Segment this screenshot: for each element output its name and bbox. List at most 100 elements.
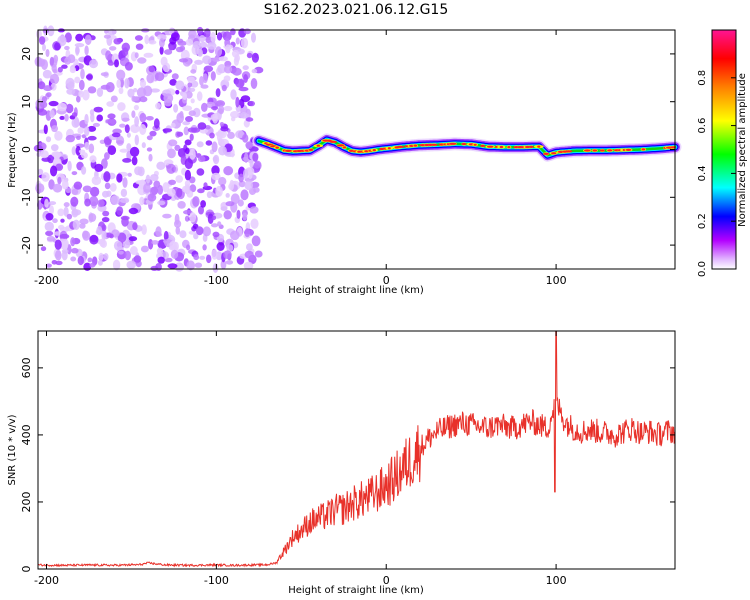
noise-blob <box>118 250 124 255</box>
noise-blob <box>175 226 181 235</box>
noise-blob <box>236 209 241 219</box>
noise-blob <box>179 58 189 63</box>
noise-blob <box>131 156 138 166</box>
noise-blob <box>64 56 71 65</box>
noise-blob <box>50 165 58 177</box>
noise-blob <box>63 206 69 217</box>
noise-blob <box>227 131 235 139</box>
noise-blob <box>61 179 69 190</box>
noise-blob <box>139 124 147 135</box>
noise-blob <box>89 186 100 197</box>
noise-blob <box>132 222 138 231</box>
noise-blob <box>55 163 64 171</box>
noise-blob <box>54 152 62 158</box>
noise-blob <box>243 261 254 270</box>
noise-blob <box>76 95 81 103</box>
noise-blob <box>199 76 204 86</box>
noise-blob <box>119 148 129 153</box>
noise-blob <box>46 235 56 242</box>
noise-blob <box>67 81 75 91</box>
noise-blob <box>110 195 120 205</box>
noise-blob <box>51 260 58 265</box>
noise-blob <box>141 142 146 149</box>
noise-blob <box>169 79 177 86</box>
noise-blob <box>111 132 121 138</box>
noise-blob <box>100 84 111 90</box>
noise-blob <box>193 254 200 261</box>
noise-blob <box>133 104 139 111</box>
snr-x-tick-label: 100 <box>546 574 567 587</box>
noise-blob <box>185 147 190 155</box>
noise-blob <box>184 180 191 188</box>
noise-blob <box>206 42 217 50</box>
noise-blob <box>143 85 153 97</box>
snr-x-axis: -200 -100 0 100 <box>34 331 567 587</box>
noise-blob <box>217 63 227 74</box>
noise-blob <box>202 55 212 65</box>
noise-blob <box>245 141 253 150</box>
noise-blob <box>134 52 139 59</box>
noise-blob <box>78 79 85 91</box>
noise-blob <box>235 96 240 108</box>
noise-blob <box>52 183 63 193</box>
noise-blob <box>47 25 55 37</box>
noise-blob <box>144 34 149 45</box>
noise-blob <box>70 256 77 262</box>
noise-blob <box>175 80 185 90</box>
noise-blob <box>87 125 97 132</box>
noise-blob <box>84 126 90 137</box>
noise-blob <box>143 183 151 194</box>
noise-blob <box>147 193 157 202</box>
noise-blob <box>145 116 154 121</box>
noise-blob <box>164 49 173 55</box>
noise-blob <box>202 73 208 84</box>
noise-blob <box>117 102 126 112</box>
noise-blob <box>71 171 78 176</box>
noise-blob <box>170 122 176 128</box>
noise-blob <box>246 52 253 59</box>
noise-blob <box>113 38 122 45</box>
snr-y-tick-label: 0 <box>20 566 33 573</box>
ridge-hotspot <box>641 148 646 151</box>
noise-blob <box>57 208 65 217</box>
noise-blob <box>210 71 216 81</box>
noise-blob <box>71 208 79 218</box>
noise-blob <box>120 188 128 198</box>
noise-blob <box>87 135 97 141</box>
noise-blob <box>185 91 193 99</box>
ridge-hotspot <box>316 144 320 147</box>
noise-blob <box>70 237 76 247</box>
ridge-hotspot <box>329 140 338 143</box>
noise-blob <box>109 233 114 239</box>
noise-blob <box>44 221 54 232</box>
noise-blob <box>55 260 63 266</box>
noise-blob <box>59 233 70 239</box>
noise-blob <box>196 26 204 35</box>
noise-blob <box>49 56 55 66</box>
noise-blob <box>119 123 126 128</box>
noise-blob <box>176 187 183 198</box>
noise-blob <box>124 124 130 134</box>
noise-blob <box>175 89 180 95</box>
noise-blob <box>225 44 231 54</box>
noise-blob <box>75 45 80 56</box>
noise-blob <box>124 78 130 89</box>
noise-blob <box>171 73 179 80</box>
noise-blob <box>217 221 222 227</box>
noise-blob <box>189 87 196 93</box>
noise-blob <box>54 131 63 141</box>
noise-blob <box>131 110 136 118</box>
noise-blob <box>124 62 133 71</box>
noise-blob <box>38 36 46 45</box>
noise-blob <box>54 239 62 250</box>
noise-blob <box>162 128 173 133</box>
noise-blob <box>80 68 85 80</box>
noise-blob <box>186 190 194 198</box>
noise-blob <box>71 112 78 117</box>
noise-blob <box>148 153 153 162</box>
noise-blob <box>220 126 229 132</box>
noise-blob <box>116 79 121 88</box>
noise-blob <box>212 231 220 238</box>
spectrogram-y-tick-label: 20 <box>20 47 33 61</box>
noise-blob <box>107 145 117 156</box>
